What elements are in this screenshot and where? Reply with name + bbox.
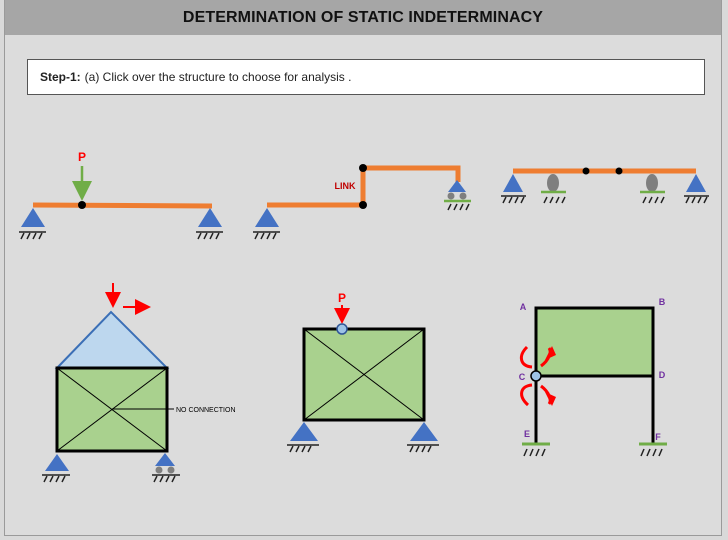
node-label-a: A bbox=[520, 302, 527, 312]
roof-panel bbox=[54, 310, 170, 369]
structure-link-beam[interactable]: LINK bbox=[253, 164, 471, 240]
load-label-p: P bbox=[78, 150, 86, 164]
ground-hatch bbox=[447, 203, 470, 211]
node-label-b: B bbox=[659, 297, 666, 307]
beam-member bbox=[32, 202, 213, 209]
ground-hatch bbox=[642, 196, 665, 204]
structure-continuous-beam[interactable] bbox=[501, 167, 709, 204]
pin-support bbox=[255, 208, 279, 227]
node-label-d: D bbox=[659, 370, 666, 380]
structure-house-frame[interactable]: NO CONNECTION bbox=[42, 283, 236, 483]
ground-hatch bbox=[19, 231, 46, 240]
roller-support bbox=[448, 180, 466, 192]
instruction-text: (a) Click over the structure to choose f… bbox=[84, 70, 352, 84]
hinge-joint bbox=[336, 323, 348, 335]
hinge-joint bbox=[359, 164, 367, 172]
pin-support bbox=[410, 422, 438, 441]
roller-wheel bbox=[155, 466, 163, 474]
hinge-joint bbox=[615, 167, 623, 175]
roller-support bbox=[155, 453, 175, 466]
structure-portal-frame[interactable]: A B C D E F bbox=[519, 297, 667, 457]
roller-support bbox=[547, 174, 559, 192]
frame-panel bbox=[534, 306, 655, 378]
ground-hatch bbox=[523, 448, 546, 457]
ground-hatch bbox=[684, 195, 709, 204]
moment-arrow-bottom bbox=[520, 383, 533, 407]
load-label-p: P bbox=[338, 291, 346, 305]
diagonal-member bbox=[303, 328, 425, 421]
ground-hatch bbox=[196, 231, 223, 240]
ground-hatch bbox=[42, 474, 70, 483]
step-label: Step-1: bbox=[40, 70, 81, 84]
ground-hatch bbox=[287, 444, 319, 453]
pin-support bbox=[45, 454, 69, 471]
pin-support bbox=[21, 208, 45, 227]
roller-wheel bbox=[447, 192, 455, 200]
hinge-joint bbox=[78, 201, 86, 209]
no-connection-note: NO CONNECTION bbox=[176, 407, 236, 414]
structure-beam-hinged[interactable]: P bbox=[19, 150, 223, 240]
node-label-e: E bbox=[524, 429, 530, 439]
moment-arrow-top-right bbox=[540, 347, 552, 368]
roller-wheel bbox=[167, 466, 175, 474]
ground-hatch bbox=[640, 448, 663, 457]
ground-hatch bbox=[543, 196, 566, 204]
roller-support bbox=[646, 174, 658, 192]
node-label-c: C bbox=[519, 372, 526, 382]
moment-arrow-top bbox=[519, 345, 533, 369]
moment-arrowhead bbox=[545, 392, 556, 406]
roller-wheel bbox=[459, 192, 467, 200]
pin-support bbox=[503, 174, 523, 192]
node-label-f: F bbox=[655, 432, 661, 442]
structure-braced-frame[interactable]: P bbox=[287, 291, 439, 453]
ground-hatch bbox=[501, 195, 526, 204]
beam-member bbox=[267, 165, 461, 208]
pin-support bbox=[686, 174, 706, 192]
pin-support bbox=[290, 422, 318, 441]
hinge-joint bbox=[530, 370, 542, 382]
ground-hatch bbox=[253, 231, 280, 240]
instruction-box: Step-1: (a) Click over the structure to … bbox=[27, 59, 705, 95]
link-label: LINK bbox=[335, 181, 356, 191]
hinge-joint bbox=[582, 167, 590, 175]
hinge-joint bbox=[359, 201, 367, 209]
title-bar: DETERMINATION OF STATIC INDETERMINACY bbox=[5, 0, 721, 35]
pin-support bbox=[198, 208, 222, 227]
page-title: DETERMINATION OF STATIC INDETERMINACY bbox=[182, 8, 544, 26]
ground-hatch bbox=[153, 475, 176, 483]
ground-hatch bbox=[407, 444, 439, 453]
